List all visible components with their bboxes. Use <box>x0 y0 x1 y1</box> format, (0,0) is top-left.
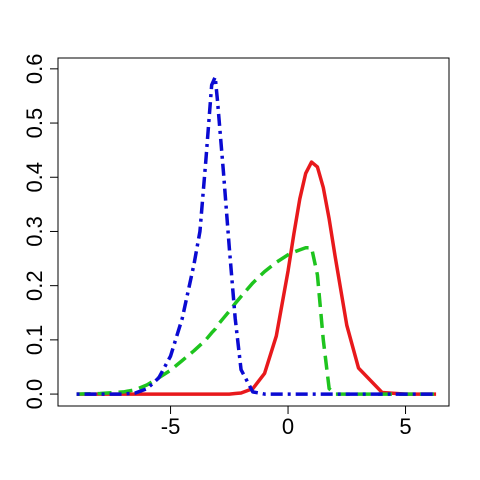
y-tick-label: 0.2 <box>22 270 47 301</box>
y-tick-label: 0.6 <box>22 54 47 85</box>
x-tick-label: -5 <box>161 414 181 439</box>
series-line <box>76 160 437 396</box>
x-tick-label: 0 <box>282 414 294 439</box>
y-tick-label: 0.0 <box>22 379 47 410</box>
y-tick-label: 0.4 <box>22 162 47 193</box>
plot-box <box>57 57 450 407</box>
y-tick-label: 0.3 <box>22 216 47 247</box>
series-line <box>76 75 437 396</box>
y-tick-label: 0.5 <box>22 108 47 139</box>
series-line <box>76 245 437 396</box>
x-tick-label: 5 <box>399 414 411 439</box>
y-tick-label: 0.1 <box>22 325 47 356</box>
